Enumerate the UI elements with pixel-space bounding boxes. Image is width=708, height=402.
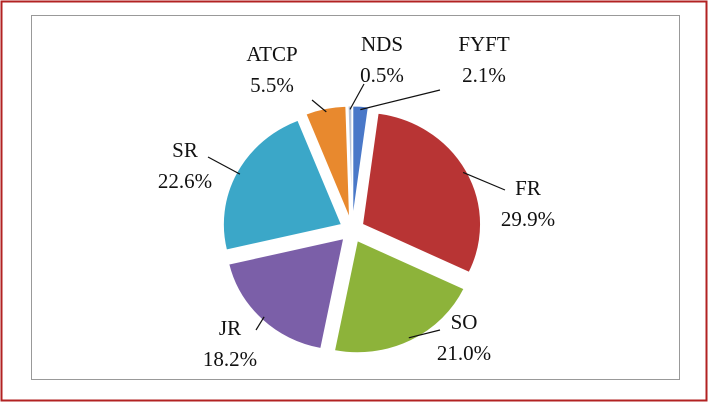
leader-line — [349, 83, 365, 110]
leader-line — [207, 156, 241, 175]
category-label: NDS — [361, 32, 403, 56]
category-label: FYFT — [458, 32, 510, 56]
pie-slice — [228, 237, 345, 350]
value-label: 29.9% — [501, 207, 555, 231]
category-label: SO — [451, 310, 478, 334]
value-label: 21.0% — [437, 341, 491, 365]
pie-slice — [361, 112, 482, 274]
category-label: JR — [219, 316, 241, 340]
value-label: 0.5% — [360, 63, 404, 87]
leader-line — [255, 316, 265, 331]
pie-slice — [305, 105, 351, 219]
category-label: FR — [515, 176, 541, 200]
category-label: ATCP — [246, 42, 297, 66]
value-label: 22.6% — [158, 169, 212, 193]
category-label: SR — [172, 138, 198, 162]
value-label: 2.1% — [462, 63, 506, 87]
value-label: 5.5% — [250, 73, 294, 97]
pie-slice — [352, 105, 369, 219]
leader-line — [462, 171, 506, 191]
leader-line — [360, 89, 441, 111]
value-label: 18.2% — [203, 347, 257, 371]
leader-line — [408, 329, 441, 339]
leader-line — [311, 99, 327, 113]
pie-slice — [333, 240, 465, 354]
